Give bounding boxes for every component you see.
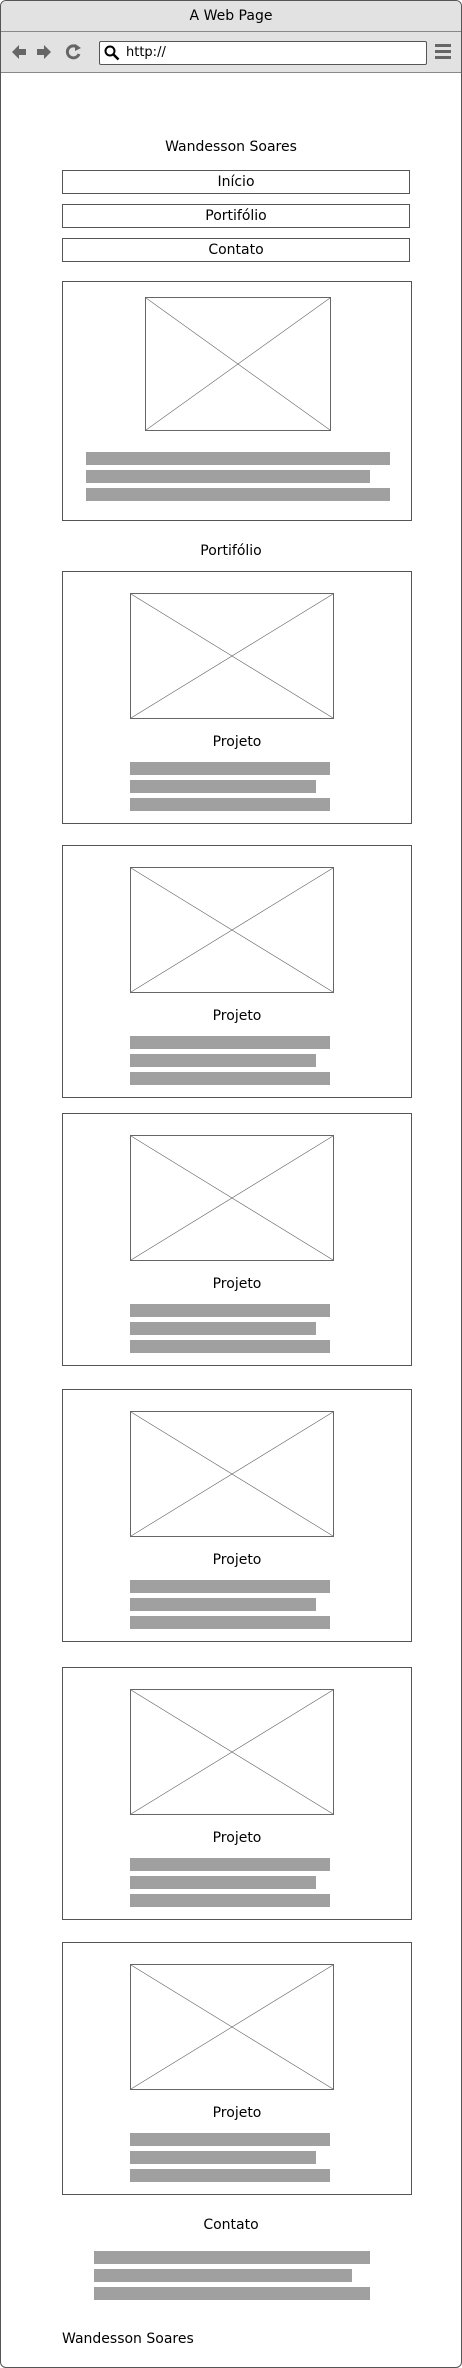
search-icon [104, 45, 120, 61]
url-bar[interactable]: http:// [99, 41, 427, 65]
image-placeholder [130, 867, 334, 993]
image-placeholder [130, 1411, 334, 1537]
project-card[interactable]: Projeto [62, 1667, 412, 1920]
project-title: Projeto [212, 1552, 262, 1568]
text-placeholder-line [86, 488, 390, 501]
text-placeholder-line [130, 798, 330, 811]
text-placeholder-line [130, 2133, 330, 2146]
hamburger-menu-icon[interactable] [435, 44, 451, 60]
text-placeholder-line [94, 2287, 370, 2300]
window-title: A Web Page [1, 1, 461, 32]
project-title: Projeto [212, 1830, 262, 1846]
project-card[interactable]: Projeto [62, 1113, 412, 1366]
browser-toolbar: http:// [1, 32, 461, 73]
image-placeholder [130, 593, 334, 719]
project-title: Projeto [212, 1008, 262, 1024]
project-card[interactable]: Projeto [62, 1389, 412, 1642]
image-placeholder [145, 297, 331, 431]
text-placeholder-line [130, 1616, 330, 1629]
text-placeholder-line [130, 2151, 316, 2164]
nav-button-portifolio[interactable]: Portifólio [62, 204, 410, 228]
project-card[interactable]: Projeto [62, 1942, 412, 2195]
text-placeholder-line [94, 2251, 370, 2264]
image-placeholder [130, 1689, 334, 1815]
nav-button-contato[interactable]: Contato [62, 238, 410, 262]
image-placeholder [130, 1964, 334, 2090]
arrow-left-icon[interactable] [9, 42, 29, 62]
text-placeholder-line [130, 1858, 330, 1871]
text-placeholder-line [130, 780, 316, 793]
text-placeholder-line [130, 2169, 330, 2182]
nav-button-inicio[interactable]: Início [62, 170, 410, 194]
project-title: Projeto [212, 734, 262, 750]
footer-name: Wandesson Soares [62, 2331, 194, 2347]
text-placeholder-line [130, 1054, 316, 1067]
project-title: Projeto [212, 2105, 262, 2121]
text-placeholder-line [86, 470, 370, 483]
project-card[interactable]: Projeto [62, 845, 412, 1098]
url-text: http:// [126, 45, 166, 60]
text-placeholder-line [130, 1598, 316, 1611]
text-placeholder-line [130, 1036, 330, 1049]
text-placeholder-line [130, 762, 330, 775]
text-placeholder-line [130, 1894, 330, 1907]
text-placeholder-line [86, 452, 390, 465]
header-name: Wandesson Soares [165, 139, 297, 155]
text-placeholder-line [130, 1304, 330, 1317]
portfolio-heading: Portifólio [200, 543, 262, 559]
text-placeholder-line [130, 1340, 330, 1353]
contact-heading: Contato [203, 2217, 259, 2233]
text-placeholder-line [130, 1876, 316, 1889]
image-placeholder [130, 1135, 334, 1261]
text-placeholder-line [130, 1072, 330, 1085]
text-placeholder-line [130, 1580, 330, 1593]
refresh-icon[interactable] [63, 42, 83, 62]
hero-card [62, 281, 412, 521]
text-placeholder-line [130, 1322, 316, 1335]
project-card[interactable]: Projeto [62, 571, 412, 824]
text-placeholder-line [94, 2269, 352, 2282]
project-title: Projeto [212, 1276, 262, 1292]
arrow-right-icon[interactable] [34, 42, 54, 62]
